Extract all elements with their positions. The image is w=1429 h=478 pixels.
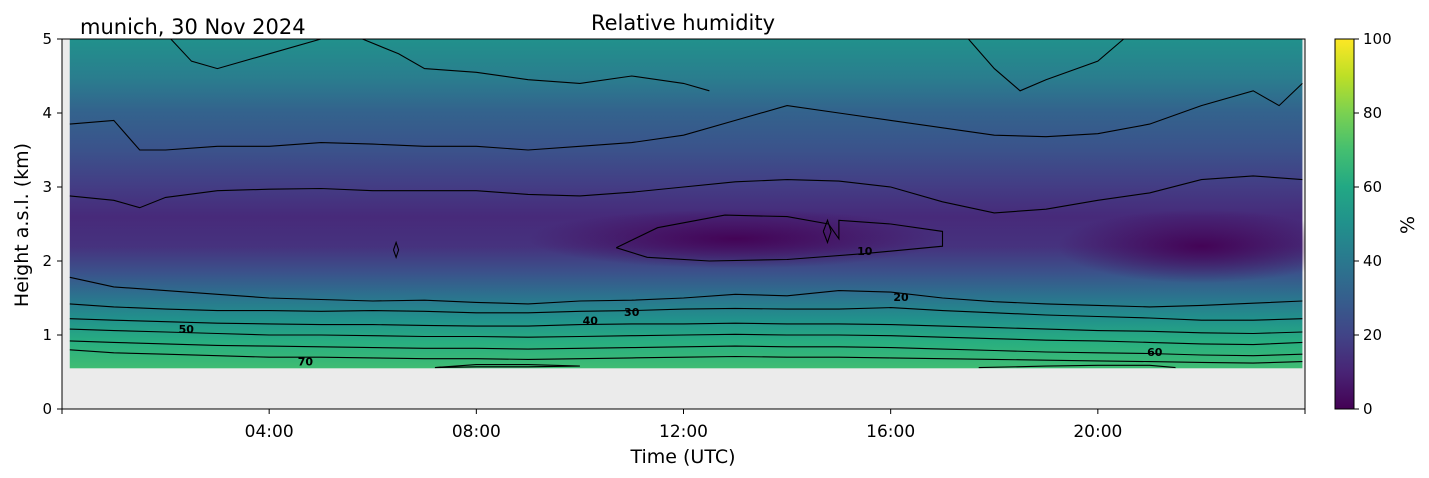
contour-10-9 (392, 240, 400, 259)
contour-10-0 (615, 214, 944, 262)
contour-label: 20 (893, 291, 909, 304)
contour-label: 60 (1147, 346, 1163, 359)
dry-core-midday (528, 209, 943, 269)
colorbar-label: % (1397, 216, 1419, 234)
y-tick-label: 2 (42, 252, 52, 270)
y-tick-label: 0 (42, 400, 52, 418)
contour-30-15 (967, 39, 1125, 92)
contour-label: 50 (179, 323, 195, 336)
contour-80-8 (978, 364, 1176, 369)
x-tick-label: 16:00 (866, 422, 915, 442)
contour-labels: 10 20 30 40 50 60 70 (179, 245, 1163, 368)
colorbar-tick-label: 60 (1363, 178, 1382, 196)
x-axis-label: Time (UTC) (629, 446, 735, 468)
contour-30-14 (170, 39, 322, 70)
contour-label: 10 (857, 245, 873, 258)
x-tick-label: 20:00 (1073, 422, 1122, 442)
x-tick-label: 04:00 (245, 422, 294, 442)
contour-30-13 (362, 39, 710, 92)
contour-label: 30 (624, 306, 640, 319)
x-axis-ticks: 04:00 08:00 12:00 16:00 20:00 (61, 409, 1306, 442)
contour-20-12 (69, 83, 1303, 151)
y-axis-label: Height a.s.l. (km) (11, 143, 33, 307)
contour-50-4 (69, 328, 1303, 346)
contour-80-7 (434, 364, 580, 369)
chart-title: Relative humidity (591, 11, 775, 35)
y-tick-label: 1 (42, 326, 52, 344)
chart-subtitle: munich, 30 Nov 2024 (80, 15, 306, 39)
colorbar-tick-label: 20 (1363, 326, 1382, 344)
contour-label: 40 (583, 315, 599, 328)
y-tick-label: 5 (42, 30, 52, 48)
dry-core-evening (1057, 209, 1305, 284)
colorbar-tick-label: 40 (1363, 252, 1382, 270)
humidity-field (69, 39, 1303, 369)
x-tick-label: 08:00 (452, 422, 501, 442)
x-tick-label: 12:00 (659, 422, 708, 442)
contour-30-2 (69, 303, 1303, 321)
colorbar-tick-label: 100 (1363, 30, 1392, 48)
contour-60-5 (69, 340, 1303, 357)
plot-area: 10 20 30 40 50 60 70 (62, 39, 1305, 409)
contour-10-10 (822, 218, 832, 245)
contour-70-6 (69, 349, 1303, 364)
colorbar-ticks: 0 20 40 60 80 100 (1354, 30, 1392, 418)
y-tick-label: 4 (42, 104, 52, 122)
contour-lines (69, 39, 1303, 369)
colorbar-tick-label: 80 (1363, 104, 1382, 122)
contour-40-3 (69, 318, 1303, 335)
contour-20-1 (69, 276, 1303, 308)
y-tick-label: 3 (42, 178, 52, 196)
contour-label: 70 (298, 355, 314, 368)
colorbar (1334, 38, 1355, 410)
y-axis-ticks: 0 1 2 3 4 5 (42, 30, 62, 418)
colorbar-tick-label: 0 (1363, 400, 1373, 418)
contour-10-11 (69, 175, 1303, 214)
